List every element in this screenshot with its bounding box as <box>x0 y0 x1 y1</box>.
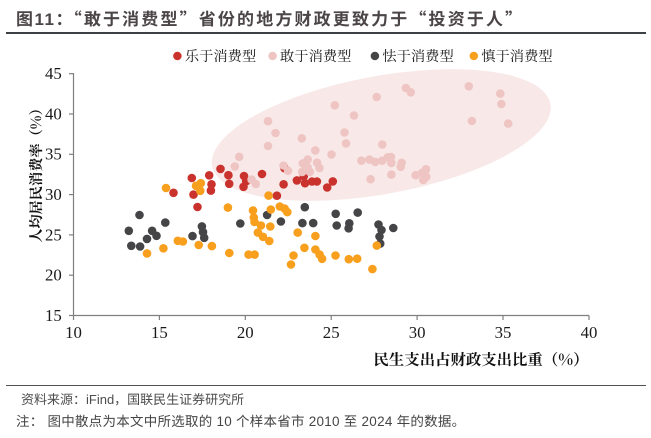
svg-text:25: 25 <box>45 225 62 244</box>
svg-text:人均居民消费率（%）: 人均居民消费率（%） <box>26 101 46 242</box>
svg-text:20: 20 <box>237 323 254 342</box>
svg-text:乐于消费型: 乐于消费型 <box>185 46 256 66</box>
svg-text:慎于消费型: 慎于消费型 <box>481 46 552 66</box>
svg-text:民生支出占财政支出比重（%）: 民生支出占财政支出比重（%） <box>374 348 589 370</box>
svg-text:怯于消费型: 怯于消费型 <box>382 46 453 66</box>
svg-text:15: 15 <box>45 306 62 325</box>
svg-text:30: 30 <box>45 185 62 204</box>
svg-text:20: 20 <box>45 266 62 285</box>
svg-text:45: 45 <box>45 64 62 83</box>
svg-text:15: 15 <box>151 323 168 342</box>
svg-text:40: 40 <box>45 104 62 123</box>
svg-text:10: 10 <box>65 323 82 342</box>
svg-text:40: 40 <box>581 323 598 342</box>
svg-text:敢于消费型: 敢于消费型 <box>280 46 351 66</box>
svg-text:35: 35 <box>45 145 62 164</box>
svg-text:35: 35 <box>495 323 512 342</box>
svg-text:25: 25 <box>323 323 340 342</box>
svg-text:30: 30 <box>409 323 426 342</box>
